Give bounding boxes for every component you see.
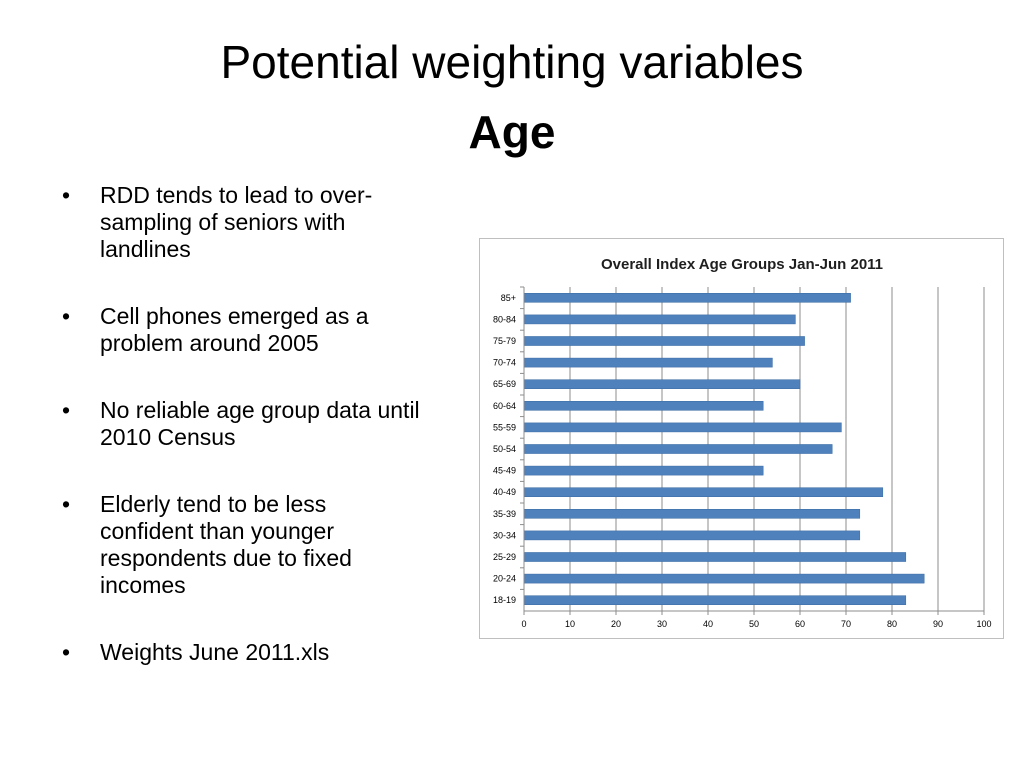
y-tick-label: 65-69: [493, 379, 516, 389]
x-tick-label: 30: [657, 619, 667, 629]
slide-subtitle: Age: [468, 106, 556, 158]
bullet-item: • RDD tends to lead to over-sampling of …: [62, 182, 422, 263]
bullet-item: • Weights June 2011.xls: [62, 639, 422, 666]
bullet-marker: •: [62, 491, 71, 517]
y-tick-label: 35-39: [493, 509, 516, 519]
y-tick-label: 75-79: [493, 336, 516, 346]
bullet-text: No reliable age group data until 2010 Ce…: [100, 397, 420, 450]
y-tick-label: 60-64: [493, 401, 516, 411]
bullet-text: Elderly tend to be less confident than y…: [100, 491, 352, 598]
bullet-list: • RDD tends to lead to over-sampling of …: [62, 182, 422, 706]
y-tick-label: 70-74: [493, 358, 516, 368]
y-tick-label: 50-54: [493, 444, 516, 454]
y-tick-label: 85+: [501, 293, 516, 303]
bullet-marker: •: [62, 639, 71, 665]
bar-40-49: [523, 487, 884, 497]
bar-50-54: [523, 444, 833, 454]
tick-labels: 0 10 20 30 40 50 60 70 80 90 100 85+ 80-84 75-79 70-74…: [493, 293, 992, 629]
bullet-marker: •: [62, 182, 71, 208]
bar-45-49: [523, 465, 764, 476]
bullet-item: • No reliable age group data until 2010 …: [62, 397, 422, 451]
bullet-text: RDD tends to lead to over-sampling of se…: [100, 182, 373, 262]
x-tick-label: 80: [887, 619, 897, 629]
bullet-item: • Cell phones emerged as a problem aroun…: [62, 303, 422, 357]
x-tick-label: 60: [795, 619, 805, 629]
x-tick-label: 70: [841, 619, 851, 629]
y-tick-label: 80-84: [493, 314, 516, 324]
bullet-text: Weights June 2011.xls: [100, 639, 330, 665]
bar-70-74: [523, 357, 773, 368]
y-tick-label: 20-24: [493, 574, 516, 584]
x-tick-label: 0: [521, 619, 526, 629]
bullet-text: Cell phones emerged as a problem around …: [100, 303, 369, 356]
bar-80-84: [523, 314, 796, 325]
bar-55-59: [523, 422, 842, 433]
bar-60-64: [523, 401, 764, 411]
slide-title: Potential weighting variables: [220, 36, 804, 88]
y-tick-label: 55-59: [493, 422, 516, 432]
x-tick-label: 50: [749, 619, 759, 629]
bar-20-24: [523, 573, 925, 584]
bars: [523, 293, 925, 605]
chart-frame: Overall Index Age Groups Jan-Jun 2011 0 1…: [479, 238, 1004, 639]
x-tick-label: 90: [933, 619, 943, 629]
bar-25-29: [523, 552, 907, 562]
x-tick-label: 10: [565, 619, 575, 629]
x-tick-label: 100: [976, 619, 991, 629]
bar-30-34: [523, 530, 861, 541]
age-group-bar-chart: Overall Index Age Groups Jan-Jun 2011 0 1…: [493, 256, 992, 629]
bar-65-69: [523, 379, 801, 389]
bar-75-79: [523, 336, 805, 346]
x-tick-label: 40: [703, 619, 713, 629]
bar-85+: [523, 293, 851, 303]
x-tick-label: 20: [611, 619, 621, 629]
y-tick-label: 25-29: [493, 552, 516, 562]
y-tick-label: 30-34: [493, 530, 516, 540]
chart-title: Overall Index Age Groups Jan-Jun 2011: [601, 256, 883, 273]
y-tick-label: 18-19: [493, 595, 516, 605]
bullet-item: • Elderly tend to be less confident than…: [62, 491, 422, 599]
y-tick-label: 45-49: [493, 466, 516, 476]
bullet-marker: •: [62, 303, 71, 329]
bar-18-19: [523, 595, 907, 605]
bar-35-39: [523, 509, 861, 519]
bullet-marker: •: [62, 397, 71, 423]
axes: [520, 286, 985, 615]
y-tick-label: 40-49: [493, 487, 516, 497]
